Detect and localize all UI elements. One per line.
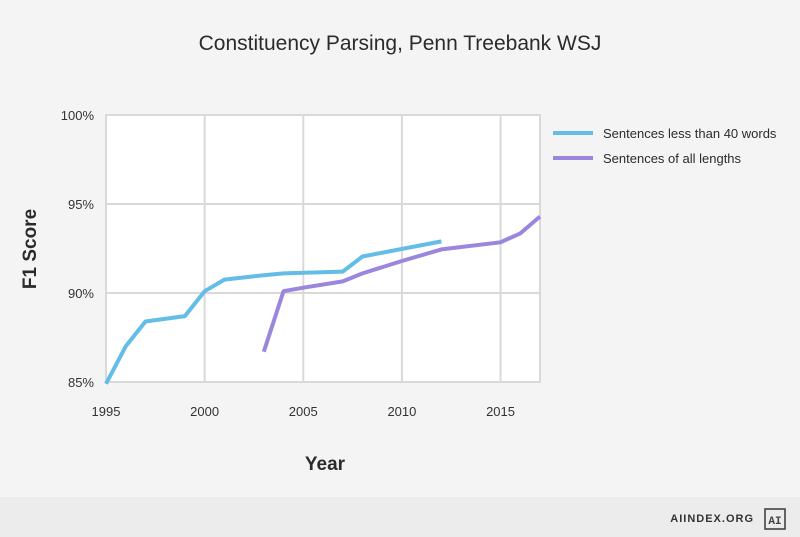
legend-label-1: Sentences less than 40 words bbox=[603, 126, 777, 141]
x-tick-label: 2015 bbox=[486, 404, 515, 419]
series-line-1 bbox=[104, 239, 442, 385]
x-axis-label: Year bbox=[305, 454, 346, 475]
y-tick-label: 85% bbox=[68, 375, 94, 390]
plot-area: 1995 2000 2005 2010 2015 85% 90% 95% 100% bbox=[61, 108, 542, 419]
legend-label-2: Sentences of all lengths bbox=[603, 151, 742, 166]
x-tick-label: 2010 bbox=[387, 404, 416, 419]
footer-site-label[interactable]: AIINDEX.ORG bbox=[670, 513, 754, 525]
chart-title: Constituency Parsing, Penn Treebank WSJ bbox=[199, 32, 602, 55]
y-tick-label: 90% bbox=[68, 286, 94, 301]
x-tick-label: 2005 bbox=[289, 404, 318, 419]
footer-bar: AIINDEX.ORG AI bbox=[0, 497, 800, 537]
legend: Sentences less than 40 words Sentences of… bbox=[553, 126, 777, 166]
plot-border bbox=[105, 114, 541, 383]
y-tick-label: 100% bbox=[61, 108, 95, 123]
ai-index-logo-icon: AI bbox=[764, 508, 786, 530]
svg-text:AI: AI bbox=[768, 516, 781, 528]
y-tick-label: 95% bbox=[68, 197, 94, 212]
y-axis-label: F1 Score bbox=[20, 209, 41, 289]
plot-background bbox=[106, 115, 540, 382]
x-tick-label: 2000 bbox=[190, 404, 219, 419]
series-line-2 bbox=[261, 214, 542, 353]
x-tick-label: 1995 bbox=[92, 404, 121, 419]
